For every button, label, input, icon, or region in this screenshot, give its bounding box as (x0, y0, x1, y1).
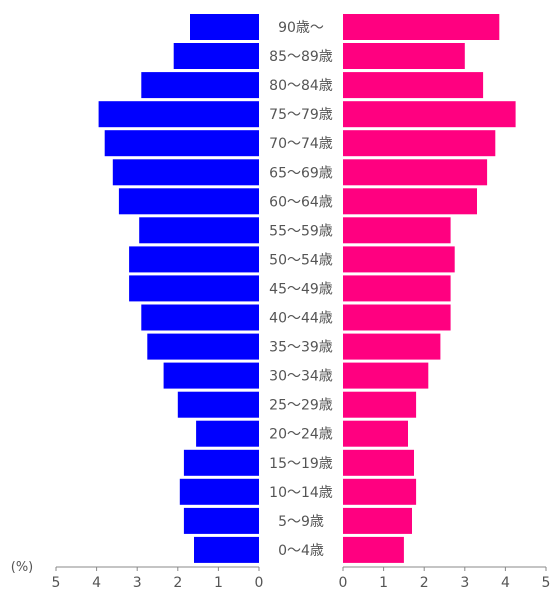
age-group-label: 35〜39歳 (269, 340, 333, 356)
age-group-label: 30〜34歳 (269, 369, 333, 385)
right-tick-label: 1 (379, 575, 388, 591)
left-bars-group (98, 14, 260, 563)
right-bar (343, 420, 408, 447)
left-bar (190, 14, 259, 40)
left-bar (118, 188, 260, 215)
right-bar (343, 304, 451, 331)
right-tick-label: 3 (460, 575, 469, 591)
right-bar (343, 536, 404, 563)
left-axis: 5 4 3 2 1 0 (52, 566, 264, 591)
right-bar (343, 43, 465, 69)
age-group-label: 15〜19歳 (269, 456, 333, 472)
left-tick-label: 0 (255, 575, 264, 591)
age-labels-group: 90歳〜 85〜89歳 80〜84歳 75〜79歳 70〜74歳 65〜69歳 60〜64歳… (269, 20, 333, 559)
age-group-label: 50〜54歳 (269, 252, 333, 268)
age-group-label: 10〜14歳 (269, 485, 333, 501)
right-bar (343, 159, 488, 186)
left-bar (139, 217, 259, 244)
age-group-label: 75〜79歳 (269, 107, 333, 123)
right-tick-label: 5 (542, 575, 551, 591)
left-tick-label: 3 (133, 575, 142, 591)
unit-label: (%) (11, 560, 34, 575)
left-bar (129, 275, 259, 302)
left-bar (112, 159, 259, 186)
right-bar (343, 391, 417, 418)
left-bar (179, 478, 259, 505)
age-group-label: 20〜24歳 (269, 427, 333, 443)
left-bar (147, 333, 259, 360)
right-bars-group (343, 14, 516, 563)
left-bar (163, 362, 259, 389)
right-bar (343, 217, 451, 244)
age-group-label: 40〜44歳 (269, 311, 333, 327)
left-bar (196, 420, 259, 447)
right-bar (343, 333, 441, 360)
left-tick-label: 1 (214, 575, 223, 591)
left-bar (104, 130, 259, 157)
age-group-label: 55〜59歳 (269, 223, 333, 239)
right-tick-label: 2 (420, 575, 429, 591)
age-group-label: 90歳〜 (278, 20, 324, 36)
age-group-label: 45〜49歳 (269, 281, 333, 297)
right-bar (343, 72, 484, 99)
left-bar (129, 246, 259, 273)
right-bar (343, 507, 412, 534)
left-bar (141, 304, 259, 331)
age-group-label: 65〜69歳 (269, 165, 333, 181)
right-bar (343, 130, 496, 157)
age-group-label: 60〜64歳 (269, 194, 333, 210)
right-bar (343, 188, 477, 215)
left-bar (141, 72, 259, 99)
age-group-label: 5〜9歳 (278, 514, 324, 530)
right-bar (343, 246, 455, 273)
right-tick-label: 4 (501, 575, 510, 591)
right-axis: 0 1 2 3 4 5 (339, 566, 551, 591)
left-bar (98, 101, 259, 128)
left-bar (194, 536, 259, 563)
age-group-label: 85〜89歳 (269, 49, 333, 65)
left-tick-label: 5 (52, 575, 61, 591)
right-bar (343, 478, 417, 505)
left-bar (183, 449, 259, 476)
right-bar (343, 362, 429, 389)
right-bar (343, 275, 451, 302)
right-bar (343, 449, 414, 476)
right-tick-label: 0 (339, 575, 348, 591)
right-bar (343, 14, 500, 40)
left-tick-label: 4 (92, 575, 101, 591)
left-bar (177, 391, 259, 418)
left-bar (173, 43, 259, 69)
left-tick-label: 2 (173, 575, 182, 591)
left-bar (183, 507, 259, 534)
age-group-label: 70〜74歳 (269, 136, 333, 152)
age-group-label: 80〜84歳 (269, 78, 333, 94)
age-group-label: 0〜4歳 (278, 543, 324, 559)
right-bar (343, 101, 516, 128)
age-group-label: 25〜29歳 (269, 398, 333, 414)
